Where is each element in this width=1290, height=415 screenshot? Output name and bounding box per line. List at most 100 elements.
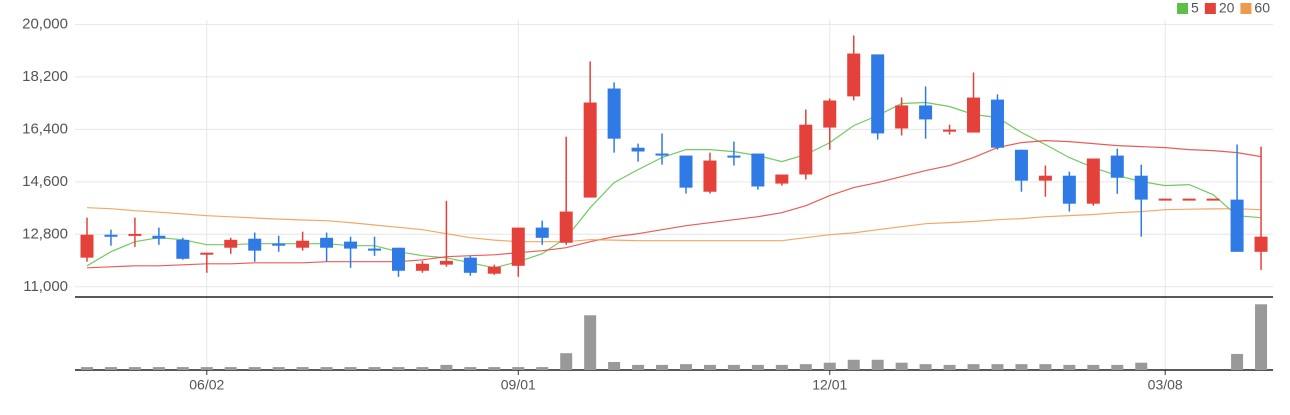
candle-body [344, 241, 358, 249]
volume-bar [1087, 364, 1100, 370]
volume-bar [81, 367, 93, 370]
candle-body [320, 237, 334, 248]
volume-bar [176, 367, 189, 370]
candle-body [1038, 175, 1052, 181]
volume-bar [656, 364, 669, 370]
volume-bar [919, 364, 932, 370]
candle-body [368, 248, 382, 251]
y-tick-label: 14,600 [22, 173, 68, 190]
candle-body [703, 160, 717, 192]
volume-bar [680, 364, 692, 370]
volume-bar [536, 367, 549, 370]
candle-body [248, 238, 262, 251]
candle-body [847, 53, 861, 97]
candle-body [871, 54, 885, 134]
volume-bar [560, 353, 573, 370]
candle-body [1206, 198, 1220, 201]
candle-body [1182, 198, 1196, 201]
volume-bar [1231, 353, 1244, 370]
volume-bar [440, 364, 453, 370]
y-tick-label: 11,000 [23, 278, 68, 295]
candle-body [463, 257, 477, 273]
volume-bar [1039, 364, 1052, 370]
candle-body [1158, 198, 1172, 201]
candle-body [439, 260, 453, 265]
x-tick-label: 12/01 [812, 377, 847, 393]
volume-bar [152, 367, 165, 370]
y-tick-label: 20,000 [22, 15, 68, 32]
candle-body [1014, 149, 1028, 181]
volume-bar [895, 362, 908, 370]
volume-bar [368, 367, 381, 370]
volume-bar [512, 367, 525, 370]
volume-bar [1015, 364, 1028, 370]
candle-body [272, 243, 286, 246]
x-tick-label: 06/02 [189, 377, 224, 393]
x-tick-label: 09/01 [501, 377, 536, 393]
volume-bar [104, 367, 117, 370]
volume-bar [991, 364, 1004, 370]
legend-swatch [1240, 3, 1252, 14]
candle-body [1134, 175, 1148, 200]
volume-bar [775, 364, 788, 370]
ma-line [86, 101, 1262, 269]
volume-bar [608, 361, 621, 370]
candle-body [224, 239, 238, 248]
candle-body [799, 124, 813, 175]
volume-bar [727, 364, 740, 370]
candle-body [415, 263, 429, 271]
candle-body [751, 153, 765, 187]
volume-bar [584, 315, 597, 370]
y-tick-label: 12,800 [22, 225, 68, 242]
candle-body [655, 153, 669, 156]
x-tick-label: 03/08 [1148, 377, 1183, 393]
candle-body [775, 174, 789, 184]
volume-bar [320, 367, 333, 370]
volume-bar [751, 364, 764, 370]
volume-bar [799, 364, 812, 370]
candle-body [727, 155, 741, 158]
legend-label: 5 [1191, 0, 1199, 16]
candle-body [535, 227, 549, 238]
candle-body [895, 105, 909, 129]
volume-bar [392, 367, 405, 370]
ma-line [86, 139, 1262, 269]
volume-bar [1111, 364, 1124, 370]
volume-bar [1135, 362, 1148, 370]
legend-label: 20 [1219, 0, 1235, 16]
volume-bar [200, 367, 213, 370]
candle-body [1086, 158, 1100, 204]
volume-bar [943, 364, 956, 370]
candle-body [80, 234, 94, 258]
candle-body [1110, 155, 1124, 178]
candle-body [1230, 199, 1244, 252]
candle-body [919, 105, 933, 120]
candle-body [487, 266, 501, 274]
ma-line [86, 207, 1262, 243]
y-tick-label: 16,400 [22, 120, 68, 137]
legend-swatch [1204, 3, 1216, 14]
volume-bar [296, 367, 309, 370]
volume-bar [632, 364, 645, 370]
candle-body [152, 235, 166, 239]
candle-body [823, 100, 837, 128]
candle-body [679, 155, 693, 188]
volume-bar [871, 359, 884, 370]
candle-body [176, 239, 190, 259]
legend-swatch [1177, 3, 1189, 14]
volume-bar [128, 367, 141, 370]
volume-bar [1255, 304, 1268, 370]
candle-body [583, 102, 597, 198]
candle-body [511, 227, 525, 266]
candle-body [200, 252, 214, 255]
volume-bar [272, 367, 285, 370]
volume-bar [967, 364, 980, 370]
candle-body [1062, 175, 1076, 204]
volume-bar [416, 367, 429, 370]
candle-body [631, 147, 645, 152]
candle-body [391, 247, 405, 271]
candle-body [1254, 236, 1268, 252]
volume-bar [248, 367, 261, 370]
volume-bar [1063, 364, 1076, 370]
